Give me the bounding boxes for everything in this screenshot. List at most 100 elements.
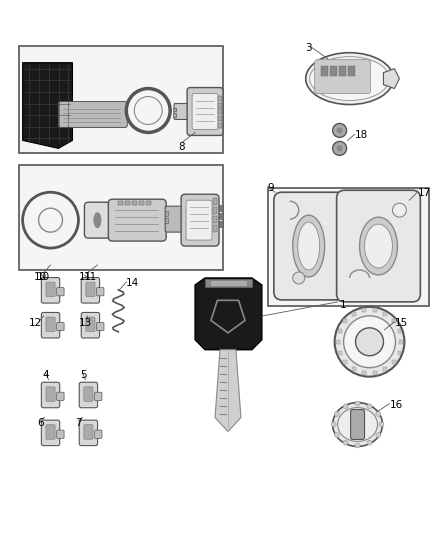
FancyBboxPatch shape	[46, 317, 55, 332]
FancyBboxPatch shape	[274, 192, 345, 300]
FancyBboxPatch shape	[337, 190, 420, 302]
Bar	[398, 351, 402, 354]
Text: 18: 18	[355, 131, 368, 140]
Circle shape	[379, 422, 384, 427]
FancyBboxPatch shape	[81, 278, 99, 303]
Bar	[118, 201, 124, 205]
Bar	[268, 188, 429, 306]
Circle shape	[334, 411, 339, 416]
Bar	[330, 66, 337, 76]
Circle shape	[332, 124, 346, 138]
Circle shape	[343, 404, 348, 409]
FancyBboxPatch shape	[350, 409, 364, 439]
Text: 5: 5	[81, 370, 87, 379]
Bar	[213, 198, 217, 205]
Bar	[362, 309, 366, 312]
Circle shape	[126, 88, 170, 132]
FancyBboxPatch shape	[97, 287, 104, 296]
FancyBboxPatch shape	[46, 425, 55, 439]
Bar	[398, 329, 402, 333]
Circle shape	[376, 411, 381, 416]
Bar	[348, 66, 355, 76]
Bar	[125, 201, 130, 205]
Ellipse shape	[310, 56, 389, 101]
Text: 10: 10	[37, 272, 49, 282]
FancyBboxPatch shape	[57, 430, 64, 438]
Text: 13: 13	[78, 318, 92, 328]
Text: 16: 16	[389, 400, 403, 409]
Bar	[219, 213, 223, 219]
Circle shape	[356, 328, 384, 356]
Bar	[373, 309, 377, 312]
FancyBboxPatch shape	[57, 392, 64, 400]
Circle shape	[392, 203, 406, 217]
Bar	[213, 225, 217, 232]
FancyBboxPatch shape	[79, 420, 98, 446]
Text: 14: 14	[126, 278, 140, 288]
Bar	[213, 216, 217, 223]
Bar	[219, 205, 223, 211]
Bar	[19, 165, 223, 270]
FancyBboxPatch shape	[181, 194, 219, 246]
Bar	[213, 207, 217, 214]
Bar	[384, 312, 388, 316]
Bar	[19, 46, 223, 154]
Circle shape	[334, 432, 339, 438]
Bar	[338, 351, 342, 354]
FancyBboxPatch shape	[108, 199, 166, 241]
Text: 15: 15	[395, 318, 408, 328]
Polygon shape	[195, 278, 262, 350]
Circle shape	[367, 404, 372, 409]
FancyBboxPatch shape	[81, 312, 99, 338]
Bar	[165, 218, 168, 223]
Text: 11: 11	[83, 272, 97, 282]
Bar	[132, 201, 137, 205]
Ellipse shape	[338, 408, 378, 441]
FancyBboxPatch shape	[192, 94, 218, 130]
Circle shape	[332, 141, 346, 155]
Circle shape	[367, 440, 372, 445]
Text: 6: 6	[38, 417, 44, 427]
FancyBboxPatch shape	[187, 87, 223, 135]
Bar	[139, 201, 144, 205]
Text: 3: 3	[305, 43, 311, 53]
FancyBboxPatch shape	[165, 206, 183, 232]
Bar	[219, 221, 223, 227]
FancyBboxPatch shape	[84, 387, 93, 401]
Circle shape	[331, 422, 336, 427]
FancyBboxPatch shape	[174, 103, 188, 119]
Bar	[210, 280, 247, 286]
Bar	[173, 108, 176, 111]
FancyBboxPatch shape	[59, 101, 127, 127]
Text: 9: 9	[268, 183, 275, 193]
Bar	[392, 360, 396, 364]
Bar	[339, 66, 346, 76]
Circle shape	[335, 307, 404, 377]
Text: 7: 7	[75, 417, 82, 427]
Ellipse shape	[332, 402, 382, 447]
Ellipse shape	[360, 217, 397, 275]
Ellipse shape	[293, 215, 325, 277]
Polygon shape	[215, 350, 241, 432]
Circle shape	[134, 96, 162, 124]
Circle shape	[355, 401, 360, 406]
Circle shape	[343, 440, 348, 445]
FancyBboxPatch shape	[85, 202, 110, 238]
Ellipse shape	[298, 222, 320, 270]
Text: 11: 11	[78, 272, 92, 282]
Circle shape	[337, 127, 343, 133]
Bar	[343, 319, 347, 323]
Bar	[352, 367, 356, 372]
FancyBboxPatch shape	[79, 382, 98, 408]
FancyBboxPatch shape	[95, 430, 102, 438]
Circle shape	[293, 272, 305, 284]
FancyBboxPatch shape	[46, 282, 55, 297]
Circle shape	[23, 192, 78, 248]
Bar	[218, 109, 222, 115]
Bar	[218, 102, 222, 108]
FancyBboxPatch shape	[97, 322, 104, 330]
FancyBboxPatch shape	[95, 392, 102, 400]
Bar	[392, 319, 396, 323]
Bar	[165, 211, 168, 216]
Bar	[146, 201, 151, 205]
